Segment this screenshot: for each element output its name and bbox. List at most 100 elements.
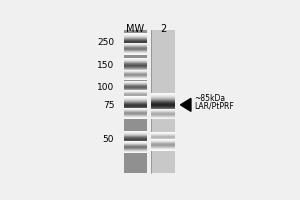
Bar [152,109,175,110]
Bar [124,49,147,50]
Bar [124,104,147,105]
Bar [124,45,147,46]
Bar [124,99,147,100]
Bar [124,133,147,134]
Bar [124,143,147,144]
Bar [124,112,147,113]
Bar [124,105,147,106]
Text: 2: 2 [160,24,166,34]
Bar [124,102,147,103]
Bar [124,140,147,141]
Bar [124,98,147,99]
Bar [124,35,147,36]
Bar [124,100,147,101]
Bar [124,106,147,107]
Bar [124,48,147,49]
Bar [152,106,175,107]
Bar [124,109,147,110]
Bar [124,72,147,73]
Bar [124,39,147,40]
Bar [152,104,175,105]
Bar [152,115,175,116]
Bar [124,101,147,102]
Bar [124,114,147,115]
Bar [152,110,175,111]
Bar [124,68,147,69]
Text: 50: 50 [103,135,114,144]
Bar [124,51,147,52]
Text: 250: 250 [97,38,114,47]
Bar [152,100,175,101]
Bar [124,139,147,140]
Bar [124,147,147,148]
Bar [124,58,147,59]
Bar [124,111,147,112]
Bar [124,47,147,48]
Bar [124,59,147,60]
Bar [152,99,175,100]
Bar [124,34,147,35]
Bar [152,103,175,104]
Bar [124,38,147,39]
Bar [152,116,175,117]
Bar [152,108,175,109]
Bar [124,107,147,108]
Bar [124,135,147,136]
Bar [124,69,147,70]
Text: 75: 75 [103,101,114,110]
Bar [152,105,175,106]
Bar [124,40,147,41]
Bar [152,111,175,112]
Bar [152,93,175,94]
Bar [124,50,147,51]
Bar [124,134,147,135]
Bar [152,95,175,96]
Bar [124,141,147,142]
Bar [124,145,147,146]
Bar [124,41,147,42]
Bar [152,98,175,99]
Bar [124,43,147,44]
Text: 100: 100 [97,83,114,92]
Bar [124,61,147,62]
Bar [152,96,175,97]
Bar [124,113,147,114]
Bar [124,60,147,61]
Bar [124,110,147,111]
Text: ~85kDa: ~85kDa [194,94,226,103]
Bar [124,63,147,64]
Bar [124,70,147,71]
Bar [152,113,175,114]
Bar [124,108,147,109]
Text: 150: 150 [97,61,114,70]
Bar [124,67,147,68]
Bar [152,94,175,95]
Bar [124,65,147,66]
Text: MW: MW [126,24,144,34]
Bar [124,144,147,145]
Polygon shape [181,98,191,111]
Bar [124,30,147,173]
Bar [124,138,147,139]
Bar [124,42,147,43]
Bar [124,97,147,98]
Bar [124,137,147,138]
Bar [124,44,147,45]
Bar [152,101,175,102]
Text: LAR/PtPRF: LAR/PtPRF [194,102,234,111]
Bar [124,64,147,65]
Bar [152,107,175,108]
Bar [152,114,175,115]
Bar [124,33,147,34]
Bar [124,132,147,133]
Bar [152,112,175,113]
Bar [124,146,147,147]
Bar [124,71,147,72]
Bar [124,96,147,97]
Bar [124,62,147,63]
Bar [152,30,175,173]
Bar [124,103,147,104]
Bar [124,36,147,37]
Bar [124,46,147,47]
Bar [152,97,175,98]
